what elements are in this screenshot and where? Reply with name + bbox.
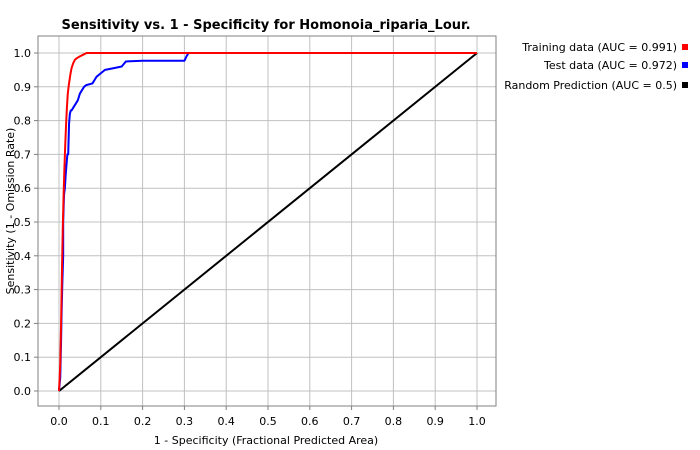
legend-label-0: Training data (AUC = 0.991) [521,41,677,54]
legend-swatch-2 [682,82,688,88]
x-tick-label: 0.4 [217,415,235,428]
x-tick-label: 0.0 [50,415,68,428]
chart-title: Sensitivity vs. 1 - Specificity for Homo… [61,18,470,33]
x-tick-label: 1.0 [468,415,486,428]
y-tick-label: 0.2 [14,317,32,330]
y-tick-label: 0.4 [14,250,32,263]
y-tick-label: 0.0 [14,385,32,398]
x-tick-label: 0.5 [259,415,277,428]
series-layer [58,52,478,392]
x-tick-label: 0.2 [134,415,152,428]
series-line-2 [58,52,478,392]
x-tick-label: 0.7 [343,415,361,428]
y-tick-label: 0.6 [14,182,32,195]
legend-label-1: Test data (AUC = 0.972) [543,59,677,72]
x-tick-label: 0.3 [176,415,194,428]
y-tick-label: 0.5 [14,216,32,229]
y-tick-label: 0.8 [14,115,32,128]
x-tick-label: 0.8 [385,415,403,428]
legend: Training data (AUC = 0.991) Test data (AU… [504,41,688,92]
y-axis-label: Sensitivity (1 - Omission Rate) [4,128,17,295]
ticks: 0.0 0.1 0.2 0.3 0.4 0.5 0.6 0.7 0.8 0.9 1.0 0.0 0.1 0… [14,47,486,428]
y-tick-label: 0.1 [14,351,32,364]
legend-swatch-1 [682,62,688,68]
y-tick-label: 1.0 [14,47,32,60]
x-axis-label: 1 - Specificity (Fractional Predicted Ar… [154,434,378,447]
x-tick-label: 0.9 [426,415,444,428]
axes [37,35,497,407]
series-line-0 [58,52,477,392]
x-tick-label: 0.1 [92,415,110,428]
plot-frame [37,35,497,407]
y-tick-label: 0.9 [14,81,32,94]
legend-label-2: Random Prediction (AUC = 0.5) [504,79,677,92]
y-tick-label: 0.7 [14,148,32,161]
legend-swatch-0 [682,44,688,50]
plot-background [38,36,496,406]
y-tick-label: 0.3 [14,284,32,297]
plot-area [38,36,496,406]
x-tick-label: 0.6 [301,415,319,428]
